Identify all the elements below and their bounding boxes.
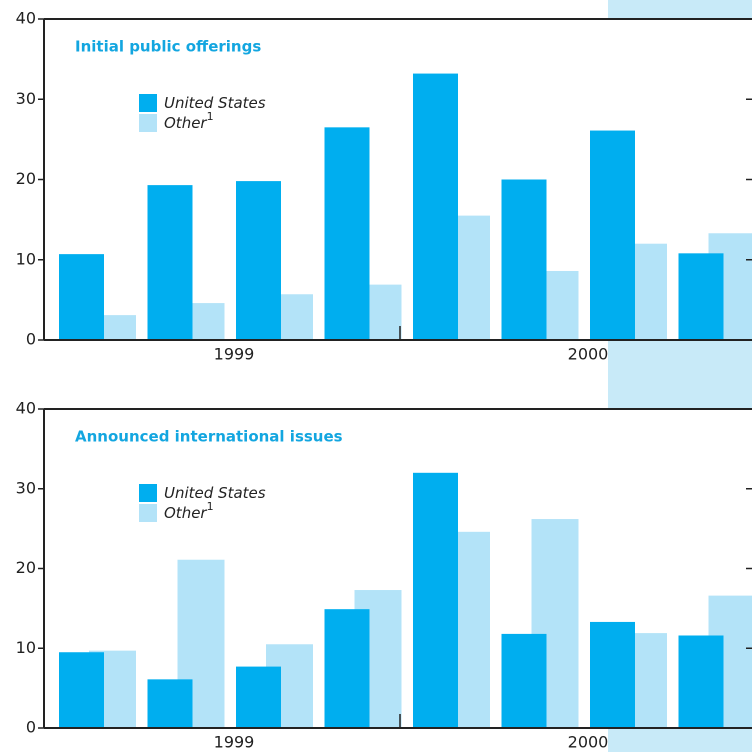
bar <box>590 621 635 728</box>
bar <box>59 652 104 728</box>
legend-swatch <box>139 484 157 502</box>
bar <box>501 633 547 728</box>
bar <box>678 635 724 728</box>
y-tick-label: 40 <box>16 9 36 28</box>
legend-swatch <box>139 114 157 132</box>
bar <box>501 179 547 340</box>
bar <box>59 254 104 340</box>
legend-swatch <box>139 94 157 112</box>
legend-swatch <box>139 504 157 522</box>
y-tick-label: 30 <box>16 89 36 108</box>
legend-text: Other <box>164 504 207 522</box>
bar <box>678 253 724 340</box>
x-group-label: 1999 <box>214 345 255 364</box>
bar <box>590 130 635 340</box>
bar <box>147 185 193 340</box>
legend-text: United States <box>164 484 266 502</box>
chart-title: Initial public offerings <box>75 38 261 56</box>
bar <box>236 666 281 728</box>
bar <box>147 679 193 728</box>
legend-text: Other <box>164 114 207 132</box>
bar <box>413 73 458 340</box>
bar <box>413 472 458 728</box>
y-tick-label: 0 <box>26 718 36 737</box>
y-tick-label: 40 <box>16 399 36 418</box>
y-tick-label: 10 <box>16 638 36 657</box>
y-tick-label: 20 <box>16 169 36 188</box>
bar <box>324 127 370 341</box>
bar <box>324 609 370 728</box>
y-tick-label: 20 <box>16 558 36 577</box>
legend-label: United States <box>164 94 266 112</box>
x-group-label: 2000 <box>568 733 609 752</box>
legend-note: 1 <box>207 500 214 513</box>
legend-label: United States <box>164 484 266 502</box>
legend-label: Other1 <box>164 110 214 132</box>
legend-note: 1 <box>207 110 214 123</box>
legend-text: United States <box>164 94 266 112</box>
x-group-label: 2000 <box>568 345 609 364</box>
y-tick-label: 0 <box>26 330 36 349</box>
bar <box>236 181 281 340</box>
y-tick-label: 10 <box>16 249 36 268</box>
y-tick-label: 30 <box>16 478 36 497</box>
x-group-label: 1999 <box>214 733 255 752</box>
legend-label: Other1 <box>164 500 214 522</box>
chart-title: Announced international issues <box>75 428 343 446</box>
